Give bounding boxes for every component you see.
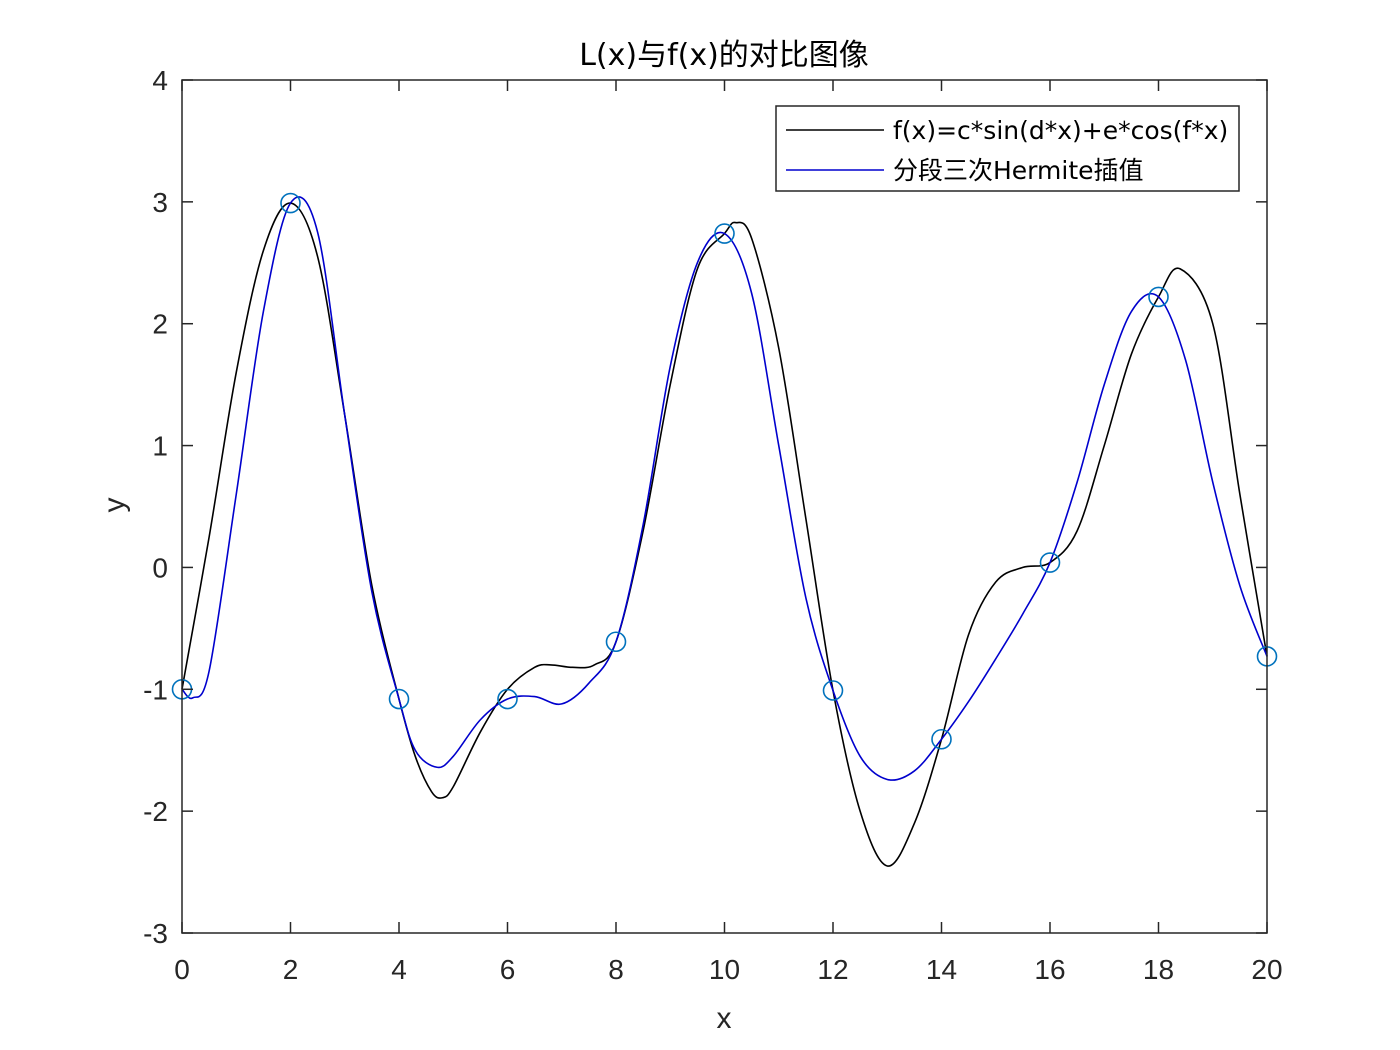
x-axis-label: x (717, 1002, 732, 1035)
y-tick-label: 4 (152, 65, 168, 96)
legend-label-f: f(x)=c*sin(d*x)+e*cos(f*x) (893, 116, 1228, 145)
x-tick-label: 0 (174, 954, 190, 985)
x-tick-label: 20 (1251, 954, 1282, 985)
series-layer (181, 196, 1268, 867)
y-tick-label: -3 (143, 918, 168, 949)
x-tick-label: 18 (1143, 954, 1174, 985)
y-tick-label: 2 (152, 309, 168, 340)
chart-title: L(x)与f(x)的对比图像 (579, 38, 869, 73)
legend-box (775, 105, 1240, 192)
node-marker (1148, 286, 1169, 308)
x-tick-label: 14 (926, 954, 957, 985)
y-tick-label: 3 (152, 187, 168, 218)
series-line-hermite (181, 196, 1268, 781)
y-tick-label: 1 (152, 431, 168, 462)
y-tick-label: 0 (152, 552, 168, 583)
plot-background (182, 80, 1267, 933)
node-marker (931, 728, 952, 750)
node-marker (714, 223, 735, 244)
node-marker (497, 688, 518, 710)
x-tick-label: 8 (608, 954, 624, 985)
node-marker (605, 631, 627, 653)
x-tick-label: 2 (283, 954, 299, 985)
legend: f(x)=c*sin(d*x)+e*cos(f*x) 分段三次Hermite插值 (775, 105, 1240, 192)
node-marker (1039, 552, 1061, 573)
y-axis-label: y (98, 498, 131, 513)
y-tick-label: -1 (143, 674, 168, 705)
x-tick-label: 12 (817, 954, 848, 985)
y-tick-label: -2 (143, 796, 168, 827)
x-tick-label: 6 (500, 954, 516, 985)
x-tick-label: 16 (1034, 954, 1065, 985)
node-marker (822, 680, 844, 701)
x-tick-label: 4 (391, 954, 407, 985)
node-marker (280, 192, 301, 214)
legend-label-hermite: 分段三次Hermite插值 (893, 156, 1144, 185)
node-marker (388, 688, 410, 710)
x-tick-label: 10 (709, 954, 740, 985)
